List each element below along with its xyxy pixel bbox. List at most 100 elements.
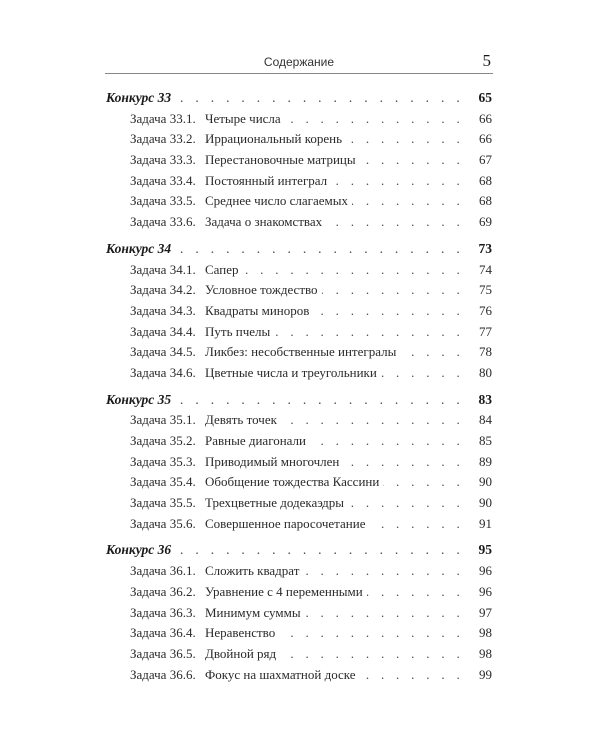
toc-entry[interactable]: Задача 36.2. Уравнение с 4 переменными. .…	[106, 582, 492, 603]
toc-entry[interactable]: Задача 34.2. Условное тождество. . . . . …	[106, 280, 492, 301]
toc-entry[interactable]: Задача 34.6. Цветные числа и треугольники…	[106, 363, 492, 384]
entry-title: Равные диагонали	[205, 433, 306, 448]
entry-number: Задача 35.1.	[130, 412, 196, 428]
entry-page: 74	[479, 261, 492, 277]
dot-leader: . . . . . . . . . . . . . . . . . . . . …	[348, 495, 464, 511]
entry-number: Задача 34.1.	[130, 261, 196, 277]
toc-entry[interactable]: Задача 34.3. Квадраты миноров. . . . . . …	[106, 301, 492, 322]
entry-title: Условное тождество	[205, 282, 318, 298]
toc-entry[interactable]: Задача 36.6. Фокус на шахматной доске. . …	[106, 665, 492, 686]
entry-title: Трехцветные додекаэдры	[205, 495, 344, 511]
toc-section-heading[interactable]: Конкурс 33. . . . . . . . . . . . . . . …	[106, 88, 492, 109]
toc-entry[interactable]: Задача 33.3. Перестановочные матрицы. . .…	[106, 150, 492, 171]
dot-leader: . . . . . . . . . . . . . . . . . . . . …	[383, 474, 464, 490]
entry-title: Совершенное паросочетание	[205, 515, 366, 531]
entry-number: Задача 35.5.	[130, 495, 196, 511]
dot-leader: . . . . . . . . . . . . . . . . . . . . …	[326, 214, 464, 230]
section-label: Конкурс 35	[106, 391, 172, 407]
entry-page: 75	[479, 282, 492, 298]
toc-entry[interactable]: Задача 34.1. Сапер. . . . . . . . . . . .…	[106, 260, 492, 281]
entry-page: 98	[479, 625, 492, 641]
toc-section-heading[interactable]: Конкурс 35. . . . . . . . . . . . . . . …	[106, 390, 492, 411]
dot-leader: . . . . . . . . . . . . . . . . . . . . …	[343, 453, 464, 469]
toc-entry[interactable]: Задача 33.2. Иррациональный корень. . . .…	[106, 129, 492, 150]
entry-page: 68	[479, 172, 492, 188]
entry-title: Задача о знакомствах	[205, 214, 323, 230]
dot-leader: . . . . . . . . . . . . . . . . . . . . …	[310, 433, 464, 448]
entry-title: Ликбез: несобственные интегралы	[205, 344, 397, 360]
section-page: 83	[478, 391, 493, 407]
toc-entry[interactable]: Задача 33.4. Постоянный интеграл. . . . .…	[106, 171, 492, 192]
toc-entry[interactable]: Задача 33.1. Четыре числа. . . . . . . . …	[106, 109, 492, 130]
dot-leader: . . . . . . . . . . . . . . . . . . . . …	[380, 364, 464, 380]
section-label: Конкурс 33	[106, 90, 172, 105]
entry-title: Обобщение тождества Кассини	[205, 474, 380, 490]
entry-page: 68	[479, 193, 492, 209]
toc-entry[interactable]: Задача 36.3. Минимум суммы. . . . . . . .…	[106, 603, 492, 624]
dot-leader: . . . . . . . . . . . . . . . . . . . . …	[274, 323, 464, 339]
entry-title: Минимум суммы	[205, 604, 301, 620]
toc-entry[interactable]: Задача 33.6. Задача о знакомствах. . . . …	[106, 212, 492, 233]
entry-title: Фокус на шахматной доске	[205, 666, 356, 682]
toc-entry[interactable]: Задача 36.1. Сложить квадрат. . . . . . .…	[106, 561, 492, 582]
dot-leader: . . . . . . . . . . . . . . . . . . . . …	[322, 282, 464, 298]
entry-title: Приводимый многочлен	[205, 453, 340, 469]
entry-title: Перестановочные матрицы	[205, 152, 356, 168]
entry-page: 90	[479, 474, 492, 490]
entry-page: 96	[479, 563, 492, 579]
dot-leader: . . . . . . . . . . . . . . . . . . . . …	[369, 515, 464, 531]
entry-number: Задача 35.3.	[130, 453, 196, 469]
toc-entry[interactable]: Задача 33.5. Среднее число слагаемых. . .…	[106, 191, 492, 212]
toc-entry[interactable]: Задача 34.4. Путь пчелы. . . . . . . . . …	[106, 322, 492, 343]
entry-number: Задача 35.4.	[130, 474, 196, 490]
entry-number: Задача 36.2.	[130, 583, 196, 599]
toc-entry[interactable]: Задача 35.4. Обобщение тождества Кассини.…	[106, 472, 492, 493]
entry-number: Задача 36.3.	[130, 604, 196, 620]
entry-page: 90	[479, 495, 492, 511]
section-page: 65	[478, 90, 493, 105]
header-rule	[105, 73, 493, 74]
entry-number: Задача 34.3.	[130, 302, 196, 318]
toc-entry[interactable]: Задача 35.5. Трехцветные додекаэдры. . . …	[106, 493, 492, 514]
toc-entry[interactable]: Задача 36.4. Неравенство. . . . . . . . .…	[106, 623, 492, 644]
entry-title: Сапер	[205, 261, 239, 277]
toc-entry[interactable]: Задача 35.3. Приводимый многочлен. . . . …	[106, 452, 492, 473]
dot-leader: . . . . . . . . . . . . . . . . . . . . …	[281, 412, 464, 428]
entry-number: Задача 33.1.	[130, 110, 196, 126]
toc-entry[interactable]: Задача 35.1. Девять точек. . . . . . . . …	[106, 410, 492, 431]
dot-leader: . . . . . . . . . . . . . . . . . . . . …	[352, 193, 464, 209]
toc-section-heading[interactable]: Конкурс 34. . . . . . . . . . . . . . . …	[106, 239, 492, 260]
entry-number: Задача 36.4.	[130, 625, 196, 641]
entry-page: 96	[479, 583, 492, 599]
toc-entry[interactable]: Задача 35.6. Совершенное паросочетание. .…	[106, 514, 492, 535]
toc-section-heading[interactable]: Конкурс 36. . . . . . . . . . . . . . . …	[106, 540, 492, 561]
table-of-contents: Конкурс 33 . . . . . . . . . . . . . . . …	[106, 88, 492, 685]
entry-number: Задача 34.4.	[130, 323, 196, 339]
entry-page: 67	[479, 152, 492, 168]
entry-number: Задача 35.6.	[130, 515, 196, 531]
entry-number: Задача 36.5.	[130, 645, 196, 661]
toc-entry[interactable]: Задача 36.5. Двойной ряд. . . . . . . . .…	[106, 644, 492, 665]
entry-title: Сложить квадрат	[205, 563, 300, 579]
entry-number: Задача 36.6.	[130, 666, 196, 682]
page-number: 5	[482, 51, 492, 70]
entry-page: 76	[479, 302, 492, 318]
entry-number: Задача 36.1.	[130, 563, 196, 579]
entry-title: Цветные числа и треугольники	[205, 364, 377, 380]
entry-number: Задача 34.2.	[130, 282, 196, 298]
entry-page: 85	[479, 433, 492, 448]
entry-number: Задача 34.5.	[130, 344, 196, 360]
toc-entry[interactable]: Задача 35.2. Равные диагонали . . . . . . …	[106, 431, 492, 452]
section-page: 73	[478, 240, 493, 256]
dot-leader: . . . . . . . . . . . . . . . . . . . . …	[175, 240, 464, 256]
entry-page: 97	[479, 604, 492, 620]
running-header: Содержание 5	[105, 51, 493, 72]
entry-title: Двойной ряд	[205, 645, 277, 661]
entry-number: Задача 34.6.	[130, 364, 196, 380]
toc-entry[interactable]: Задача 34.5. Ликбез: несобственные интегр…	[106, 342, 492, 363]
dot-leader: . . . . . . . . . . . . . . . . . . . . …	[280, 645, 464, 661]
dot-leader: . . . . . . . . . . . . . . . . . . . . …	[279, 625, 464, 641]
entry-page: 77	[479, 323, 492, 339]
dot-leader: . . . . . . . . . . . . . . . . . . . . …	[175, 391, 464, 407]
entry-title: Девять точек	[205, 412, 277, 428]
